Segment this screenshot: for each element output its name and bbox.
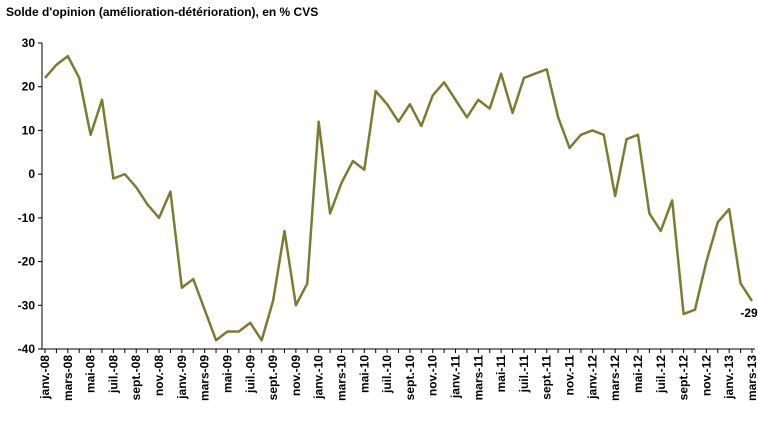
y-tick-label: -10 — [18, 211, 36, 225]
y-tick-label: 0 — [28, 167, 35, 181]
x-tick-label: mai-10 — [357, 355, 371, 393]
x-tick-label: mars-11 — [471, 355, 485, 401]
x-tick-label: mars-12 — [608, 355, 622, 401]
x-tick-label: mai-12 — [631, 355, 645, 393]
x-tick-label: mars-10 — [334, 355, 348, 401]
y-tick-label: 20 — [22, 80, 36, 94]
data-label: -29 — [740, 306, 758, 320]
x-tick-label: mai-11 — [494, 355, 508, 393]
y-tick-label: -20 — [18, 255, 36, 269]
x-tick-label: sept.-09 — [266, 355, 280, 401]
chart-title: Solde d'opinion (amélioration-détériorat… — [6, 5, 318, 19]
x-tick-label: mars-08 — [61, 355, 75, 401]
x-tick-label: nov.-10 — [426, 355, 440, 396]
x-tick-label: sept.-08 — [129, 355, 143, 401]
x-tick-label: mars-09 — [198, 355, 212, 401]
x-tick-label: janv.-10 — [312, 355, 326, 400]
x-tick-label: mai-09 — [220, 355, 234, 393]
x-tick-label: janv.-13 — [722, 355, 736, 400]
x-tick-label: mars-13 — [745, 355, 758, 401]
x-tick-label: nov.-12 — [699, 355, 713, 396]
x-tick-label: juil.-11 — [517, 355, 531, 394]
data-line — [44, 54, 754, 342]
x-tick-label: nov.-11 — [563, 355, 577, 396]
y-tick-label: 10 — [22, 123, 36, 137]
x-tick-label: janv.-08 — [38, 355, 52, 400]
y-tick-label: -30 — [18, 298, 36, 312]
x-tick-label: juil.-10 — [380, 355, 394, 394]
x-tick-label: janv.-09 — [175, 355, 189, 400]
x-tick-label: juil.-09 — [243, 355, 257, 394]
x-tick-label: nov.-08 — [152, 355, 166, 396]
x-tick-label: sept.-12 — [677, 355, 691, 401]
y-tick-label: 30 — [22, 36, 36, 50]
x-tick-label: sept.-10 — [403, 355, 417, 401]
y-tick-label: -40 — [18, 342, 36, 356]
x-tick-label: juil.-12 — [654, 355, 668, 394]
x-tick-label: janv.-11 — [449, 355, 463, 399]
x-tick-label: janv.-12 — [585, 355, 599, 400]
x-tick-label: juil.-08 — [106, 355, 120, 394]
x-tick-label: nov.-09 — [289, 355, 303, 396]
x-tick-label: mai-08 — [84, 355, 98, 393]
x-tick-label: sept.-11 — [540, 355, 554, 400]
